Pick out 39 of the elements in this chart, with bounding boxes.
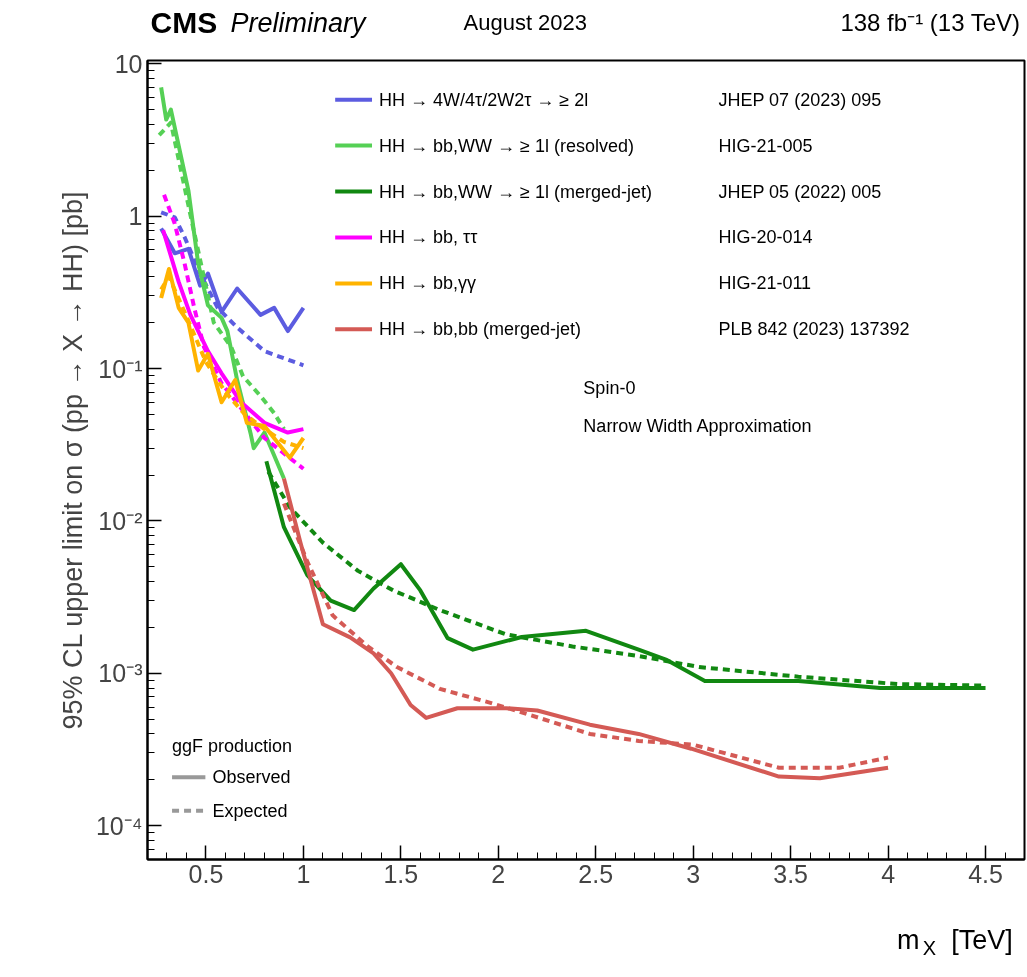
chart-title: CMS Preliminary [150, 6, 368, 39]
x-tick-label: 4.5 [968, 859, 1003, 888]
x-tick-label: 0.5 [188, 859, 224, 888]
y-tick-label: 10⁻³ [98, 659, 143, 688]
annotation: HIG-21-005 [718, 135, 813, 156]
annotation: PLB 842 (2023) 137392 [718, 319, 910, 340]
x-tick-label: 2 [491, 859, 506, 888]
line-series [162, 192, 306, 471]
legend-label: HH → bb, ττ [379, 227, 478, 248]
annotation: JHEP 05 (2022) 005 [718, 181, 882, 202]
x-tick-label: 2.5 [578, 859, 614, 888]
annotation: Spin-0 [583, 378, 636, 399]
annotation: HIG-21-011 [718, 273, 812, 294]
legend-label: HH → bb,WW → ≥ 1l (merged-jet) [379, 181, 652, 202]
annotation: Observed [212, 767, 291, 788]
x-tick-label: 3 [686, 859, 701, 888]
annotation: JHEP 07 (2023) 095 [718, 89, 882, 110]
x-tick-label: 1.5 [383, 859, 419, 888]
x-tick-label: 3.5 [773, 859, 809, 888]
line-series [159, 85, 286, 481]
legend-label: HH → bb,γγ [379, 273, 477, 294]
legend-label: HH → bb,WW → ≥ 1l (resolved) [379, 135, 634, 156]
legend-label: HH → 4W/4τ/2W2τ → ≥ 2l [379, 89, 589, 110]
chart-subtitle: August 2023 [463, 10, 588, 35]
y-tick-label: 1 [128, 202, 143, 231]
y-axis-title: 95% CL upper limit on σ (pp → X → HH) [pb] [57, 191, 88, 730]
y-tick-label: 10⁻⁴ [95, 811, 143, 840]
y-tick-label: 10⁻² [98, 506, 143, 535]
y-tick-label: 10⁻¹ [98, 354, 143, 383]
line-series [159, 210, 306, 368]
annotation: HIG-20-014 [718, 227, 813, 248]
annotation: ggF production [172, 736, 293, 757]
legend-label: HH → bb,bb (merged-jet) [379, 319, 582, 340]
y-tick-label: 10 [114, 49, 143, 78]
x-tick-label: 1 [296, 859, 311, 888]
annotation: Expected [212, 800, 288, 821]
x-tick-label: 4 [881, 859, 896, 888]
text: 138 fb⁻¹ (13 TeV) [840, 9, 1021, 36]
annotation: Narrow Width Approximation [583, 415, 812, 436]
